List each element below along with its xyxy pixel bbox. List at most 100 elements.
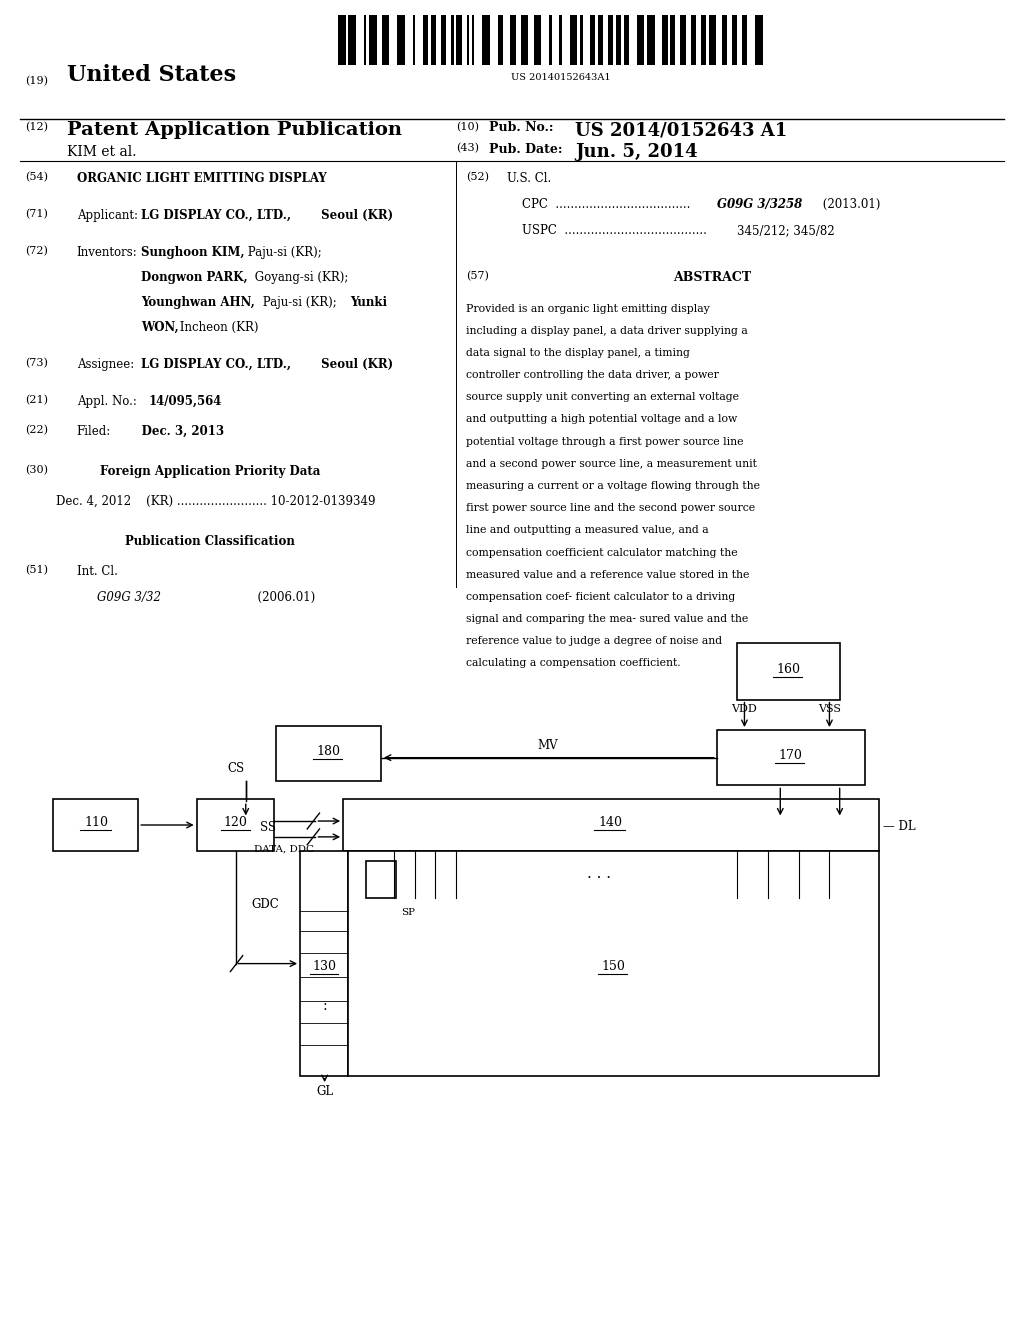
Bar (369, 15, 377, 65)
Bar (382, 15, 389, 65)
Text: (73): (73) (26, 358, 48, 368)
Text: Provided is an organic light emitting display: Provided is an organic light emitting di… (466, 304, 710, 314)
Bar (413, 15, 415, 65)
Text: and a second power source line, a measurement unit: and a second power source line, a measur… (466, 459, 757, 469)
Bar (457, 15, 462, 65)
Text: data signal to the display panel, a timing: data signal to the display panel, a timi… (466, 348, 690, 358)
Bar (569, 15, 578, 65)
Text: Appl. No.:: Appl. No.: (77, 395, 140, 408)
Text: including a display panel, a data driver supplying a: including a display panel, a data driver… (466, 326, 748, 335)
Text: Seoul (KR): Seoul (KR) (317, 358, 393, 371)
Text: G09G 3/32: G09G 3/32 (97, 591, 162, 605)
Bar (397, 15, 404, 65)
Text: (21): (21) (26, 395, 48, 405)
Text: KIM et al.: KIM et al. (67, 145, 136, 160)
Text: Jun. 5, 2014: Jun. 5, 2014 (575, 143, 698, 161)
Text: (72): (72) (26, 246, 48, 256)
Text: 170: 170 (778, 748, 803, 762)
FancyBboxPatch shape (53, 799, 138, 851)
Text: WON,: WON, (141, 321, 179, 334)
Bar (590, 15, 595, 65)
Bar (691, 15, 696, 65)
Text: — DL: — DL (883, 820, 915, 833)
Text: (57): (57) (466, 271, 488, 281)
Text: (71): (71) (26, 209, 48, 219)
Text: VSS: VSS (818, 704, 841, 714)
Text: DATA, DDC: DATA, DDC (254, 845, 314, 854)
Text: Dongwon PARK,: Dongwon PARK, (141, 271, 248, 284)
Text: Applicant:: Applicant: (77, 209, 141, 222)
Bar (338, 15, 346, 65)
Text: United States: United States (67, 63, 236, 86)
Text: (19): (19) (26, 75, 48, 86)
Bar (755, 15, 763, 65)
Text: Int. Cl.: Int. Cl. (77, 565, 118, 578)
Bar (511, 15, 516, 65)
Text: measured value and a reference value stored in the: measured value and a reference value sto… (466, 570, 750, 579)
Text: source supply unit converting an external voltage: source supply unit converting an externa… (466, 392, 739, 403)
Text: Patent Application Publication: Patent Application Publication (67, 121, 401, 140)
Bar (624, 15, 629, 65)
Text: CPC  ....................................: CPC .................................... (522, 198, 690, 211)
Text: compensation coefficient calculator matching the: compensation coefficient calculator matc… (466, 548, 737, 557)
Bar (580, 15, 583, 65)
Text: (30): (30) (26, 465, 48, 475)
Text: Publication Classification: Publication Classification (125, 535, 295, 548)
Bar (482, 15, 489, 65)
Text: U.S. Cl.: U.S. Cl. (507, 172, 551, 185)
Text: 120: 120 (223, 816, 248, 829)
FancyBboxPatch shape (366, 861, 396, 898)
Text: (22): (22) (26, 425, 48, 436)
Bar (431, 15, 436, 65)
Text: line and outputting a measured value, and a: line and outputting a measured value, an… (466, 525, 709, 536)
Text: (52): (52) (466, 172, 488, 182)
Text: Filed:: Filed: (77, 425, 111, 438)
Text: Assignee:: Assignee: (77, 358, 138, 371)
Text: 130: 130 (312, 960, 337, 973)
Text: :: : (323, 999, 327, 1012)
Text: Yunki: Yunki (350, 296, 387, 309)
Text: US 2014/0152643 A1: US 2014/0152643 A1 (575, 121, 787, 140)
Text: G09G 3/3258: G09G 3/3258 (717, 198, 802, 211)
Text: potential voltage through a first power source line: potential voltage through a first power … (466, 437, 743, 446)
Text: Paju-si (KR);: Paju-si (KR); (259, 296, 341, 309)
Text: VDD: VDD (731, 704, 758, 714)
Bar (472, 15, 474, 65)
Text: (2013.01): (2013.01) (819, 198, 881, 211)
Text: USPC  ......................................: USPC ...................................… (522, 224, 708, 238)
FancyBboxPatch shape (300, 851, 348, 1076)
Bar (559, 15, 562, 65)
Text: (12): (12) (26, 121, 48, 132)
Text: controller controlling the data driver, a power: controller controlling the data driver, … (466, 370, 719, 380)
Text: (51): (51) (26, 565, 48, 576)
Text: Dec. 4, 2012    (KR) ........................ 10-2012-0139349: Dec. 4, 2012 (KR) ......................… (56, 495, 376, 508)
Bar (663, 15, 668, 65)
Text: SP: SP (401, 908, 416, 917)
Bar (709, 15, 717, 65)
Text: 140: 140 (598, 816, 623, 829)
Bar (722, 15, 727, 65)
Text: ABSTRACT: ABSTRACT (673, 271, 751, 284)
Text: ORGANIC LIGHT EMITTING DISPLAY: ORGANIC LIGHT EMITTING DISPLAY (77, 172, 327, 185)
Text: Inventors:: Inventors: (77, 246, 137, 259)
Text: (2006.01): (2006.01) (220, 591, 315, 605)
Text: measuring a current or a voltage flowing through the: measuring a current or a voltage flowing… (466, 480, 760, 491)
Bar (732, 15, 737, 65)
Bar (467, 15, 469, 65)
Bar (637, 15, 644, 65)
Text: first power source line and the second power source: first power source line and the second p… (466, 503, 755, 513)
Text: compensation coef- ficient calculator to a driving: compensation coef- ficient calculator to… (466, 591, 735, 602)
Text: 150: 150 (601, 960, 626, 973)
Text: SS: SS (260, 821, 276, 834)
Bar (680, 15, 686, 65)
Text: Incheon (KR): Incheon (KR) (176, 321, 259, 334)
Bar (423, 15, 428, 65)
Bar (670, 15, 675, 65)
Text: Sunghoon KIM,: Sunghoon KIM, (141, 246, 245, 259)
Text: Pub. Date:: Pub. Date: (489, 143, 563, 156)
Bar (364, 15, 367, 65)
Bar (521, 15, 528, 65)
Text: GDC: GDC (251, 898, 279, 911)
FancyBboxPatch shape (197, 799, 274, 851)
Bar (608, 15, 613, 65)
